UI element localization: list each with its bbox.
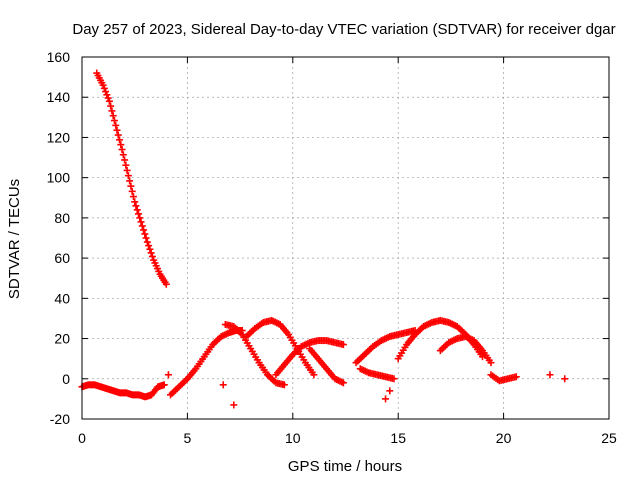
data-point [131, 198, 139, 206]
x-tick-label: 10 [285, 430, 301, 446]
data-point [479, 353, 487, 361]
y-tick-label: 0 [62, 371, 70, 387]
data-point [103, 91, 111, 99]
data-point [546, 371, 554, 379]
x-axis-label: GPS time / hours [288, 458, 402, 475]
data-point [487, 359, 495, 367]
data-point [102, 88, 110, 96]
data-point [339, 341, 347, 349]
data-points [78, 69, 569, 409]
data-point [104, 94, 112, 102]
data-point [339, 379, 347, 387]
data-point [108, 107, 116, 115]
data-point [386, 387, 394, 395]
y-tick-label: 60 [54, 250, 70, 266]
data-point [147, 249, 155, 257]
y-tick-label: -20 [50, 411, 70, 427]
data-point [117, 141, 125, 149]
data-point [137, 218, 145, 226]
data-point [143, 238, 151, 246]
data-point [122, 161, 130, 169]
data-point [512, 373, 520, 381]
data-point [112, 121, 120, 129]
data-point [145, 242, 153, 250]
y-tick-label: 120 [47, 129, 71, 145]
data-point [141, 230, 149, 238]
data-point [133, 206, 141, 214]
data-point [162, 280, 170, 288]
data-point [561, 375, 569, 383]
chart-title: Day 257 of 2023, Sidereal Day-to-day VTE… [72, 21, 615, 38]
data-point [140, 226, 148, 234]
y-tick-label: 80 [54, 210, 70, 226]
data-point [118, 146, 126, 154]
data-point [123, 166, 131, 174]
data-point [146, 245, 154, 253]
data-point [99, 81, 107, 89]
data-point [136, 214, 144, 222]
data-point [107, 102, 115, 110]
data-point [129, 193, 137, 201]
data-point [119, 151, 127, 159]
x-tick-labels: 0 5 10 15 20 25 [78, 430, 617, 446]
data-point [138, 222, 146, 230]
data-point [219, 381, 227, 389]
data-point [105, 97, 113, 105]
data-point [382, 395, 390, 403]
data-point [280, 381, 288, 389]
data-point [100, 84, 108, 92]
y-tick-label: 20 [54, 331, 70, 347]
data-point [124, 172, 132, 180]
y-tick-label: 140 [47, 89, 71, 105]
data-point [390, 375, 398, 383]
data-point [164, 371, 172, 379]
plot-frame [81, 56, 610, 420]
data-point [132, 202, 140, 210]
x-tick-label: 0 [78, 430, 86, 446]
data-point [110, 117, 118, 125]
y-tick-labels: -20 0 20 40 60 80 100 120 140 160 [47, 49, 71, 427]
data-point [128, 187, 136, 195]
data-point [116, 136, 124, 144]
data-point [230, 401, 238, 409]
y-axis-label: SDTVAR / TECUs [6, 179, 23, 299]
data-point [134, 210, 142, 218]
y-tick-label: 100 [47, 170, 71, 186]
data-point [310, 371, 318, 379]
data-point [113, 126, 121, 134]
x-tick-label: 15 [390, 430, 406, 446]
data-point [109, 112, 117, 120]
x-tick-label: 5 [184, 430, 192, 446]
data-point [142, 234, 150, 242]
data-point [160, 381, 168, 389]
data-point [127, 182, 135, 190]
x-tick-label: 20 [496, 430, 512, 446]
data-point [114, 131, 122, 139]
data-point [148, 253, 156, 261]
data-point [121, 156, 129, 164]
y-tick-label: 160 [47, 49, 71, 65]
data-point [126, 177, 134, 185]
y-tick-label: 40 [54, 290, 70, 306]
x-tick-label: 25 [601, 430, 617, 446]
